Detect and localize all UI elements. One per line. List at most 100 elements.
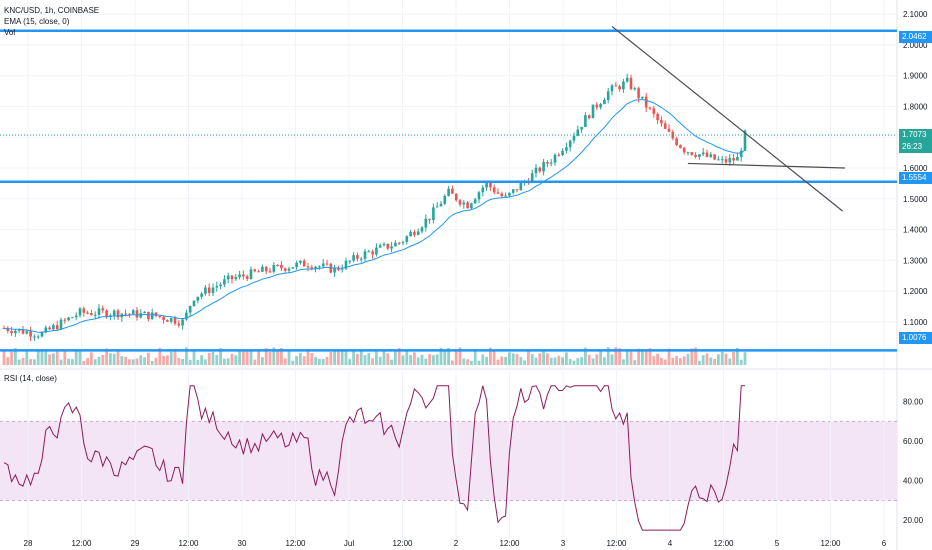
candle-body bbox=[420, 227, 424, 232]
candle-body bbox=[538, 167, 542, 172]
candle-body bbox=[14, 330, 17, 334]
volume-bar bbox=[325, 356, 329, 365]
volume-bar bbox=[268, 352, 272, 365]
volume-bar bbox=[109, 353, 112, 365]
candle-body bbox=[405, 236, 409, 242]
volume-bar bbox=[242, 350, 245, 365]
candle-body bbox=[432, 207, 435, 220]
volume-bar bbox=[557, 355, 561, 365]
candle-body bbox=[492, 187, 496, 193]
volume-bar bbox=[428, 354, 431, 365]
candle-body bbox=[131, 310, 135, 314]
volume-bar bbox=[447, 347, 450, 365]
volume-bar bbox=[116, 350, 120, 365]
candle-body bbox=[10, 331, 13, 334]
rsi-tick-label: 80.00 bbox=[903, 398, 924, 407]
candle-body bbox=[724, 159, 728, 163]
volume-bar bbox=[348, 359, 352, 365]
volume-bar bbox=[515, 354, 519, 365]
candle-body bbox=[675, 138, 678, 146]
volume-bar bbox=[245, 349, 249, 365]
volume-bar bbox=[511, 353, 515, 365]
candle-body bbox=[97, 308, 101, 315]
chart-title: KNC/USD, 1h, COINBASE bbox=[4, 6, 100, 15]
candle-body bbox=[530, 173, 534, 183]
candle-body bbox=[394, 242, 397, 247]
candle-body bbox=[238, 274, 241, 278]
volume-bar bbox=[644, 350, 648, 365]
volume-bar bbox=[375, 349, 378, 365]
candle-body bbox=[63, 319, 67, 321]
candle-body bbox=[595, 104, 599, 108]
volume-bar bbox=[6, 357, 10, 365]
volume-bar bbox=[150, 360, 154, 365]
volume-bar bbox=[36, 349, 40, 365]
candle-body bbox=[367, 251, 371, 253]
candle-body bbox=[637, 88, 640, 99]
candle-body bbox=[519, 182, 523, 191]
candle-body bbox=[344, 260, 348, 269]
bar-countdown-tag: 26:23 bbox=[899, 141, 932, 153]
volume-bar bbox=[720, 351, 724, 365]
candle-body bbox=[508, 192, 511, 196]
time-tick-label: 12:00 bbox=[178, 539, 199, 548]
rsi-tick-label: 20.00 bbox=[903, 516, 924, 525]
time-tick-label: 12:00 bbox=[713, 539, 734, 548]
candle-body bbox=[565, 147, 568, 151]
volume-bar bbox=[492, 350, 496, 365]
volume-bar bbox=[420, 354, 424, 365]
volume-bar bbox=[74, 349, 78, 365]
candle-body bbox=[454, 193, 458, 201]
volume-bar bbox=[71, 359, 74, 365]
candle-body bbox=[207, 287, 211, 293]
volume-bar bbox=[477, 360, 481, 365]
support-price-tag: 1.5554 bbox=[899, 172, 932, 184]
candle-body bbox=[283, 268, 287, 271]
volume-bar bbox=[523, 360, 526, 365]
candle-body bbox=[128, 313, 131, 315]
volume-bar bbox=[344, 351, 348, 365]
candle-body bbox=[348, 260, 352, 262]
volume-bar bbox=[200, 355, 203, 365]
volume-bar bbox=[409, 355, 412, 365]
price-tick-label: 1.2000 bbox=[903, 287, 928, 296]
candle-body bbox=[74, 315, 78, 318]
candle-body bbox=[71, 317, 74, 319]
candle-body bbox=[318, 266, 321, 268]
candle-body bbox=[48, 327, 51, 330]
candle-body bbox=[314, 266, 317, 269]
candle-body bbox=[568, 140, 572, 148]
volume-bar bbox=[306, 348, 310, 365]
volume-bar bbox=[310, 353, 314, 365]
volume-bar bbox=[538, 353, 542, 365]
volume-bar bbox=[166, 355, 169, 365]
volume-bar bbox=[386, 353, 390, 365]
time-tick-label: 29 bbox=[131, 539, 140, 548]
volume-bar bbox=[682, 356, 686, 365]
rsi-legend: RSI (14, close) bbox=[4, 374, 57, 383]
volume-bar bbox=[576, 358, 580, 365]
volume-bar bbox=[135, 358, 139, 365]
volume-bar bbox=[401, 355, 405, 365]
time-tick-label: 12:00 bbox=[285, 539, 306, 548]
candle-body bbox=[504, 195, 507, 197]
volume-bar bbox=[656, 353, 659, 365]
volume-bar bbox=[287, 350, 291, 365]
candle-body bbox=[470, 203, 473, 209]
candle-body bbox=[200, 293, 203, 297]
time-tick-label: 12:00 bbox=[820, 539, 841, 548]
volume-bar bbox=[283, 358, 287, 365]
candle-body bbox=[743, 130, 747, 151]
volume-bar bbox=[371, 358, 374, 365]
candle-body bbox=[257, 271, 260, 273]
candle-body bbox=[534, 167, 538, 174]
volume-bar bbox=[629, 351, 633, 365]
candle-body bbox=[663, 123, 667, 129]
volume-bar bbox=[29, 359, 32, 365]
volume-bar bbox=[17, 359, 21, 365]
rsi-band bbox=[0, 421, 897, 501]
candle-body bbox=[690, 152, 694, 155]
candle-body bbox=[732, 158, 735, 161]
candle-body bbox=[542, 162, 545, 172]
